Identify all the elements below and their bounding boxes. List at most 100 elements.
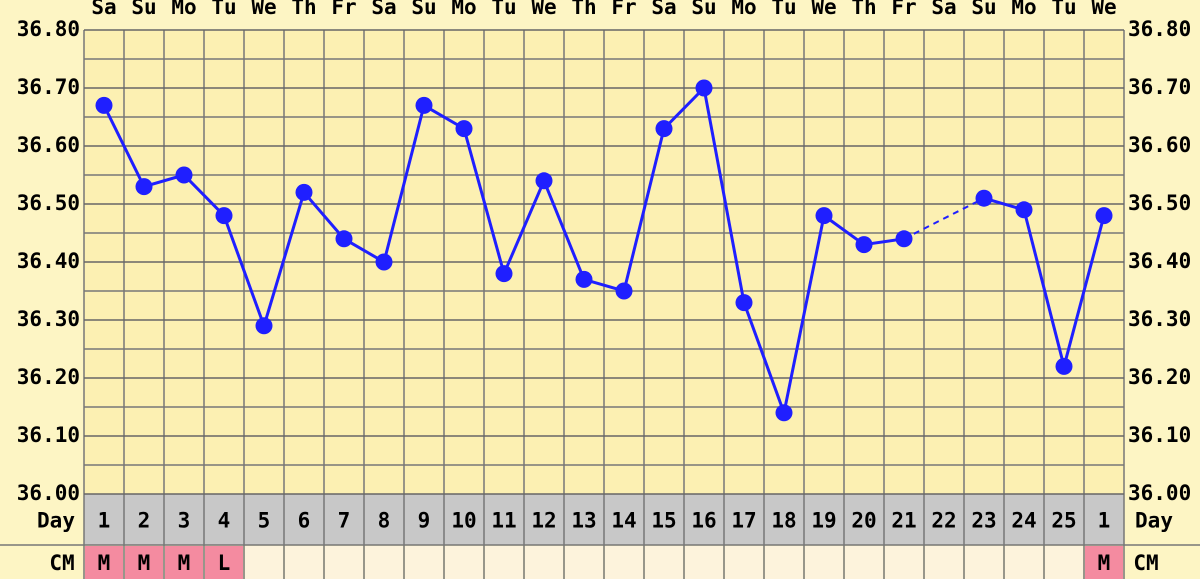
cm-cell xyxy=(125,546,163,579)
weekday-label: Mo xyxy=(731,0,756,19)
day-label: 19 xyxy=(811,509,836,533)
weekday-label: Fr xyxy=(611,0,636,19)
cm-row-title: CM xyxy=(49,551,74,575)
point xyxy=(1095,207,1113,225)
cm-cell xyxy=(565,546,603,579)
weekday-label: We xyxy=(1091,0,1116,19)
point xyxy=(1055,357,1073,375)
cm-cell xyxy=(405,546,443,579)
point xyxy=(215,207,233,225)
weekday-label: Sa xyxy=(91,0,116,19)
weekday-label: Su xyxy=(691,0,716,19)
y-tick-label: 36.20 xyxy=(17,365,80,389)
point xyxy=(895,230,913,248)
day-label: 7 xyxy=(338,509,351,533)
point xyxy=(975,189,993,207)
cm-cell xyxy=(925,546,963,579)
y-tick-label-right: 36.50 xyxy=(1128,191,1191,215)
weekday-label: Fr xyxy=(891,0,916,19)
cm-cell xyxy=(325,546,363,579)
weekday-label: Tu xyxy=(771,0,796,19)
cm-cell xyxy=(1045,546,1083,579)
weekday-label: Sa xyxy=(371,0,396,19)
day-label: 1 xyxy=(1098,509,1111,533)
weekday-label: We xyxy=(531,0,556,19)
day-label: 6 xyxy=(298,509,311,533)
weekday-label: Tu xyxy=(211,0,236,19)
cm-cell xyxy=(685,546,723,579)
cm-cell xyxy=(605,546,643,579)
weekday-label: Th xyxy=(291,0,316,19)
point xyxy=(335,230,353,248)
point xyxy=(655,120,673,138)
weekday-label: Mo xyxy=(451,0,476,19)
gap-connector xyxy=(903,197,985,240)
point xyxy=(175,166,193,184)
y-tick-label: 36.00 xyxy=(17,481,80,505)
point xyxy=(295,183,313,201)
cm-label: M xyxy=(1098,551,1111,575)
point xyxy=(495,265,513,283)
cm-cell xyxy=(1005,546,1043,579)
y-tick-label-right: 36.80 xyxy=(1128,17,1191,41)
cm-cell xyxy=(485,546,523,579)
point xyxy=(415,96,433,114)
cm-cell xyxy=(285,546,323,579)
day-label: 17 xyxy=(731,509,756,533)
cm-label: L xyxy=(218,551,231,575)
point xyxy=(775,404,793,422)
day-label: 23 xyxy=(971,509,996,533)
cm-label: M xyxy=(138,551,151,575)
day-label: 20 xyxy=(851,509,876,533)
cm-label: M xyxy=(178,551,191,575)
day-label: 12 xyxy=(531,509,556,533)
day-label: 8 xyxy=(378,509,391,533)
cm-cell xyxy=(885,546,923,579)
point xyxy=(535,172,553,190)
point xyxy=(255,317,273,335)
day-label: 24 xyxy=(1011,509,1036,533)
point xyxy=(615,282,633,300)
cm-cell xyxy=(245,546,283,579)
weekday-label: We xyxy=(251,0,276,19)
line xyxy=(983,196,1106,373)
weekday-label: We xyxy=(811,0,836,19)
weekday-label: Sa xyxy=(651,0,676,19)
weekday-label: Su xyxy=(971,0,996,19)
day-label: 18 xyxy=(771,509,796,533)
cm-cell xyxy=(165,546,203,579)
day-label: 13 xyxy=(571,509,596,533)
day-label: 4 xyxy=(218,509,231,533)
cm-cell xyxy=(725,546,763,579)
weekday-label: Th xyxy=(571,0,596,19)
y-tick-label-right: 36.60 xyxy=(1128,133,1191,157)
point xyxy=(95,96,113,114)
point xyxy=(695,79,713,97)
cm-cell xyxy=(765,546,803,579)
day-label: 21 xyxy=(891,509,916,533)
weekday-label: Fr xyxy=(331,0,356,19)
day-label: 16 xyxy=(691,509,716,533)
cm-cell xyxy=(205,546,243,579)
cm-cell xyxy=(845,546,883,579)
weekday-label: Th xyxy=(851,0,876,19)
cm-cell xyxy=(525,546,563,579)
day-label: 9 xyxy=(418,509,431,533)
y-tick-label: 36.10 xyxy=(17,423,80,447)
day-label: 1 xyxy=(98,509,111,533)
y-tick-label-right: 36.00 xyxy=(1128,481,1191,505)
point xyxy=(815,207,833,225)
y-tick-label-right: 36.20 xyxy=(1128,365,1191,389)
y-tick-label: 36.80 xyxy=(17,17,80,41)
day-label: 3 xyxy=(178,509,191,533)
cm-cell xyxy=(85,546,123,579)
y-tick-label: 36.40 xyxy=(17,249,80,273)
day-label: 15 xyxy=(651,509,676,533)
y-tick-label-right: 36.30 xyxy=(1128,307,1191,331)
cm-cell xyxy=(645,546,683,579)
y-tick-label: 36.30 xyxy=(17,307,80,331)
y-tick-label-right: 36.70 xyxy=(1128,75,1191,99)
point xyxy=(855,236,873,254)
weekday-label: Mo xyxy=(171,0,196,19)
